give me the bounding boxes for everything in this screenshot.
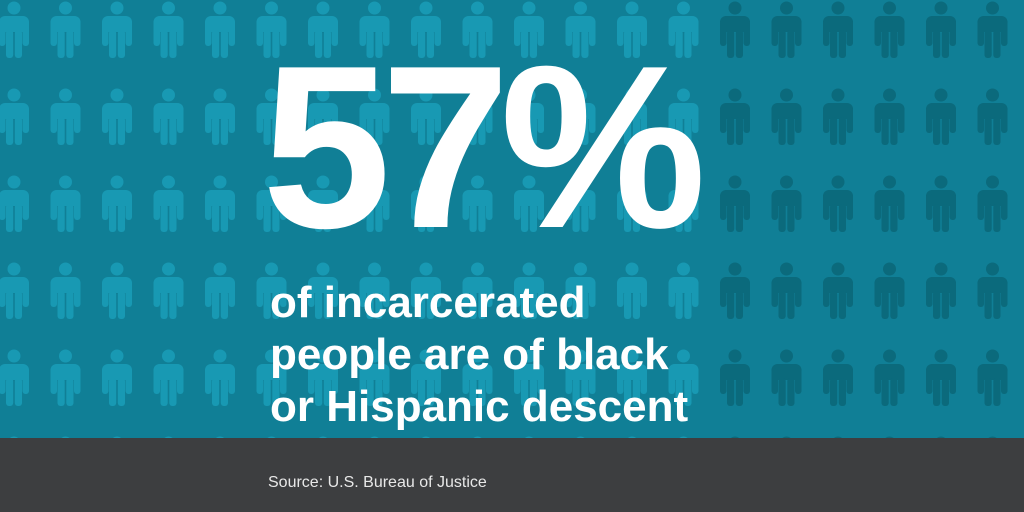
footer-bar [0, 438, 1024, 512]
caption-line-1: of incarcerated [270, 278, 586, 327]
caption-line-3: or Hispanic descent [270, 382, 689, 431]
stat-caption: of incarcerated people are of black or H… [270, 277, 688, 433]
caption-line-2: people are of black [270, 330, 669, 379]
people-pattern [0, 1, 1008, 438]
stat-value: 57% [262, 18, 706, 277]
source-credit: Source: U.S. Bureau of Justice [268, 474, 487, 491]
